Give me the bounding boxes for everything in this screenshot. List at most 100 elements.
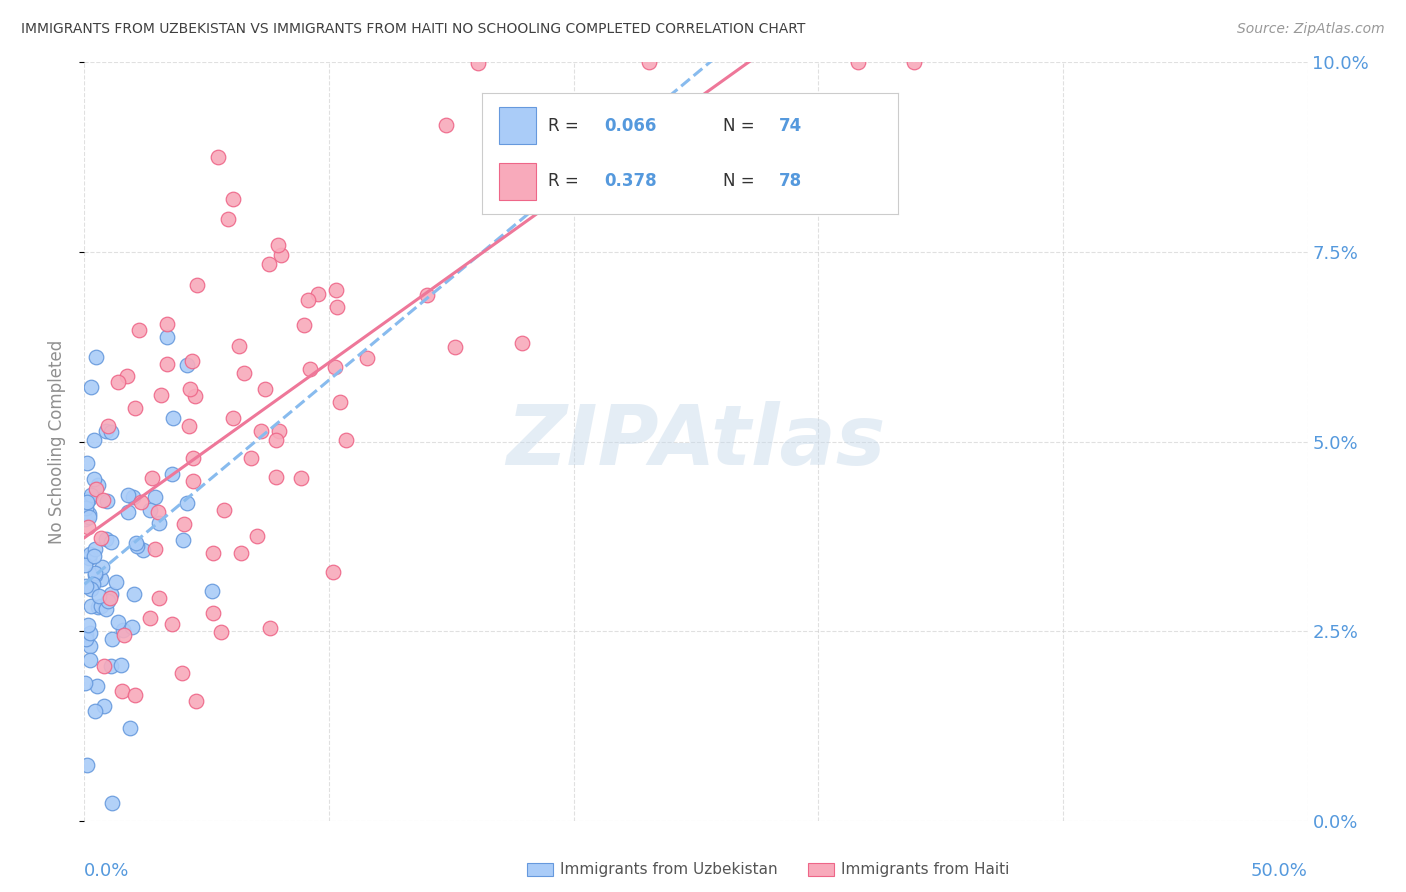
Point bbox=[434, 119, 457, 133]
Point bbox=[76, 495, 98, 509]
Point bbox=[90, 599, 112, 613]
Point bbox=[266, 238, 288, 252]
Point bbox=[129, 495, 152, 509]
Point bbox=[325, 300, 347, 314]
Point bbox=[77, 618, 100, 632]
Point bbox=[228, 338, 250, 352]
Point bbox=[75, 632, 97, 646]
Point bbox=[84, 566, 107, 581]
Point bbox=[80, 380, 103, 394]
Point bbox=[77, 507, 100, 521]
Point bbox=[100, 587, 122, 601]
Point bbox=[128, 323, 150, 337]
Text: 50.0%: 50.0% bbox=[1251, 863, 1308, 880]
Point bbox=[110, 658, 132, 673]
Point bbox=[512, 336, 534, 351]
Point bbox=[139, 611, 162, 625]
Point bbox=[201, 546, 224, 560]
Point bbox=[264, 433, 287, 447]
Point bbox=[290, 471, 312, 485]
Point bbox=[96, 424, 118, 438]
Point bbox=[846, 55, 869, 70]
Point bbox=[121, 620, 143, 634]
Point bbox=[209, 624, 232, 639]
Point bbox=[82, 576, 104, 591]
Point bbox=[94, 602, 117, 616]
Point bbox=[80, 488, 103, 502]
Point bbox=[79, 626, 101, 640]
Point bbox=[79, 547, 101, 561]
Point bbox=[297, 293, 319, 308]
Text: ZIPAtlas: ZIPAtlas bbox=[506, 401, 886, 482]
Point bbox=[111, 623, 134, 637]
Point bbox=[77, 509, 100, 524]
Point bbox=[91, 493, 114, 508]
Point bbox=[124, 688, 146, 702]
Point bbox=[87, 478, 110, 492]
Point bbox=[94, 532, 117, 546]
Point bbox=[84, 351, 107, 365]
Point bbox=[173, 517, 195, 532]
Point bbox=[79, 653, 101, 667]
Point bbox=[124, 401, 146, 415]
Point bbox=[156, 357, 179, 371]
Point bbox=[496, 124, 519, 138]
Point bbox=[90, 573, 112, 587]
Point bbox=[101, 796, 124, 810]
Point bbox=[83, 472, 105, 486]
Point bbox=[231, 545, 253, 559]
Point bbox=[122, 587, 145, 601]
Point bbox=[76, 456, 98, 470]
Point bbox=[75, 558, 97, 573]
Text: Source: ZipAtlas.com: Source: ZipAtlas.com bbox=[1237, 22, 1385, 37]
Point bbox=[93, 659, 115, 673]
Point bbox=[250, 424, 273, 438]
Point bbox=[181, 451, 204, 466]
Point bbox=[100, 425, 122, 439]
Point bbox=[98, 591, 121, 605]
Point bbox=[329, 395, 352, 409]
Point bbox=[139, 502, 162, 516]
Point bbox=[76, 758, 98, 772]
Text: Immigrants from Haiti: Immigrants from Haiti bbox=[841, 863, 1010, 877]
Point bbox=[73, 511, 96, 525]
Point bbox=[100, 535, 122, 549]
Point bbox=[416, 287, 439, 301]
Point bbox=[264, 470, 287, 484]
Point bbox=[79, 551, 101, 566]
Point bbox=[83, 567, 105, 582]
Point bbox=[75, 579, 97, 593]
Point bbox=[323, 359, 346, 374]
Y-axis label: No Schooling Completed: No Schooling Completed bbox=[48, 340, 66, 543]
Point bbox=[181, 354, 204, 368]
Point bbox=[239, 451, 262, 466]
Point bbox=[444, 340, 467, 354]
Point bbox=[107, 615, 129, 630]
Point bbox=[87, 589, 110, 603]
Point bbox=[117, 488, 139, 502]
Point bbox=[179, 383, 201, 397]
Point bbox=[132, 542, 155, 557]
Point bbox=[269, 424, 291, 438]
Point bbox=[232, 367, 254, 381]
Text: Immigrants from Uzbekistan: Immigrants from Uzbekistan bbox=[560, 863, 778, 877]
Point bbox=[143, 491, 166, 505]
Point bbox=[105, 574, 128, 589]
Point bbox=[162, 616, 184, 631]
Point bbox=[181, 475, 204, 489]
Point bbox=[79, 492, 101, 507]
Point bbox=[148, 516, 170, 531]
Point bbox=[86, 679, 108, 693]
Point bbox=[207, 150, 229, 164]
Point bbox=[80, 582, 103, 596]
Point bbox=[122, 490, 145, 504]
Point bbox=[307, 286, 329, 301]
Point bbox=[83, 549, 105, 564]
Point bbox=[75, 628, 97, 642]
Point bbox=[156, 330, 179, 344]
Point bbox=[148, 591, 170, 605]
Point bbox=[155, 317, 177, 331]
Point bbox=[93, 698, 115, 713]
Point bbox=[254, 382, 277, 396]
Point bbox=[222, 410, 245, 425]
